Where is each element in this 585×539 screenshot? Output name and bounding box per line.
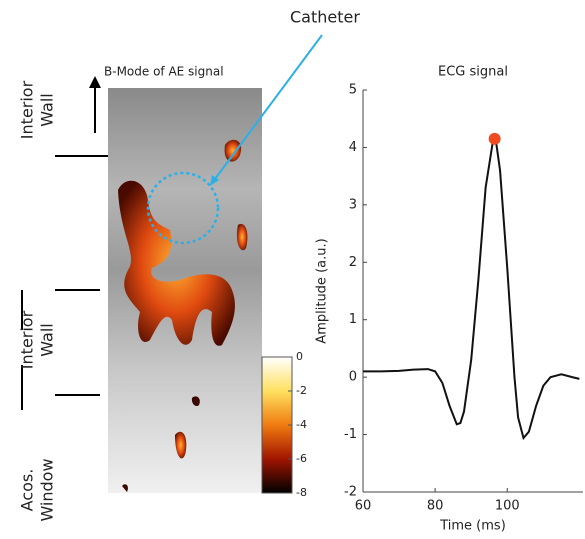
y-axis-label: Amplitude (a.u.) [315,238,330,343]
bmode-image [108,88,262,493]
annotation-line [211,34,323,184]
colorbar-tick-label: 0 [296,350,303,363]
peak-marker [488,132,501,145]
x-axis-label: Time (ms) [439,519,506,534]
colorbar-tick-label: -2 [296,384,307,397]
y-tick-label: 3 [349,197,357,212]
chart-title: ECG signal [438,65,508,80]
y-tick-label: 2 [349,255,357,270]
colorbar [261,356,293,494]
x-tick-label: 80 [427,499,444,514]
region-markers [21,155,108,410]
annotation: Catheter [290,8,360,27]
y-tick-label: -1 [344,427,357,442]
y-tick-label: 4 [349,140,357,155]
side-label: Wall [38,93,57,127]
side-label: Window [38,458,57,521]
panel-title: B-Mode of AE signal [104,65,224,79]
y-tick-label: -2 [344,485,357,500]
colorbar-tick-label: -8 [296,486,307,499]
x-tick-label: 60 [355,499,372,514]
x-tick-label: 100 [495,499,520,514]
annotation-arrow [210,175,219,186]
y-tick-label: 0 [349,370,357,385]
colorbar-tick-label: -6 [296,452,307,465]
y-tick-label: 1 [349,312,357,327]
arrow-head [89,76,101,88]
colorbar-tick-label: -4 [296,418,307,431]
side-label: Wall [38,323,57,357]
side-label: Interior [18,310,37,369]
side-label: Interior [18,80,37,139]
side-label: Acos. [18,469,37,512]
y-tick-label: 5 [349,83,357,98]
ecg-line [363,136,580,441]
